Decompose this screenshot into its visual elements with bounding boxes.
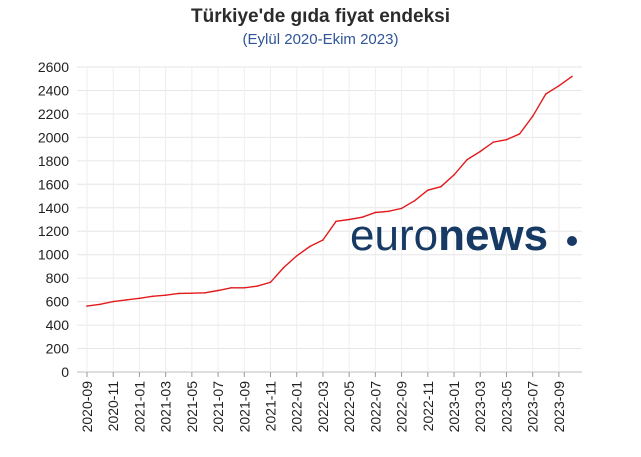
data-point bbox=[413, 199, 416, 202]
chart-title: Türkiye'de gıda fiyat endeksi bbox=[191, 6, 450, 27]
data-point bbox=[453, 174, 455, 176]
data-point bbox=[151, 295, 154, 298]
data-point bbox=[479, 150, 482, 153]
x-tick-label: 2023-03 bbox=[472, 381, 488, 433]
data-point bbox=[177, 292, 180, 295]
data-point bbox=[256, 285, 259, 287]
series-line bbox=[86, 75, 573, 307]
x-tick-label: 2021-07 bbox=[210, 381, 226, 433]
x-tick-label: 2022-11 bbox=[420, 381, 436, 432]
x-tick-label: 2021-03 bbox=[158, 381, 174, 433]
y-tick-label: 1600 bbox=[38, 176, 69, 192]
logo-text: euronews bbox=[350, 211, 548, 260]
x-tick-label: 2020-09 bbox=[79, 381, 95, 433]
data-point bbox=[322, 239, 324, 241]
data-point bbox=[361, 216, 364, 218]
data-point bbox=[518, 133, 521, 135]
data-point bbox=[558, 84, 560, 87]
x-tick-label: 2021-05 bbox=[184, 381, 200, 433]
data-point bbox=[348, 218, 350, 221]
chart-subtitle: (Eylül 2020-Ekim 2023) bbox=[242, 31, 399, 48]
y-tick-label: 1200 bbox=[38, 223, 69, 239]
y-axis-ticks: 0 200 400 600 800 1000 1200 1400 1600 1800 2000 220… bbox=[38, 59, 69, 380]
y-tick-label: 800 bbox=[46, 270, 70, 286]
data-point bbox=[492, 141, 495, 143]
x-tick-label: 2023-01 bbox=[446, 381, 462, 433]
x-axis-ticks: 2020-09 2020-11 2021-01 2021-03 2021-05 2021-… bbox=[79, 372, 567, 432]
y-tick-label: 0 bbox=[61, 364, 69, 380]
data-point bbox=[309, 245, 311, 248]
x-tick-label: 2023-07 bbox=[525, 381, 541, 433]
x-tick-label: 2021-11 bbox=[263, 381, 279, 432]
x-tick-label: 2022-07 bbox=[367, 381, 383, 433]
data-point bbox=[191, 292, 193, 294]
y-tick-label: 400 bbox=[46, 317, 70, 333]
data-point bbox=[427, 189, 429, 191]
x-tick-label: 2021-09 bbox=[236, 381, 252, 433]
data-point bbox=[466, 158, 468, 161]
y-tick-label: 1000 bbox=[38, 247, 69, 263]
data-point bbox=[125, 299, 128, 301]
y-tick-label: 1800 bbox=[38, 153, 69, 169]
x-tick-label: 2020-11 bbox=[105, 381, 121, 432]
data-point bbox=[400, 207, 403, 210]
data-point bbox=[282, 266, 285, 269]
data-point bbox=[112, 300, 115, 303]
data-point bbox=[204, 292, 206, 294]
gridlines bbox=[77, 66, 582, 373]
y-tick-label: 200 bbox=[46, 341, 70, 357]
data-point bbox=[505, 138, 508, 141]
data-point bbox=[387, 210, 390, 213]
logo-dot-icon bbox=[567, 236, 577, 246]
data-point bbox=[571, 75, 573, 78]
data-point bbox=[164, 294, 167, 296]
data-point bbox=[217, 289, 219, 292]
x-tick-label: 2022-05 bbox=[341, 381, 357, 433]
data-point bbox=[531, 115, 534, 118]
data-point bbox=[269, 281, 272, 284]
data-point bbox=[243, 286, 246, 289]
data-point bbox=[295, 255, 298, 257]
data-point bbox=[440, 185, 442, 188]
y-tick-label: 2000 bbox=[38, 129, 69, 145]
y-tick-label: 1400 bbox=[38, 200, 69, 216]
logo-text-bold: news bbox=[438, 211, 548, 260]
x-tick-label: 2023-09 bbox=[551, 381, 567, 433]
x-tick-label: 2023-05 bbox=[498, 381, 514, 433]
logo-text-light: euro bbox=[350, 211, 438, 260]
data-point bbox=[230, 286, 232, 289]
x-tick-label: 2022-03 bbox=[315, 381, 331, 433]
data-point bbox=[86, 305, 88, 307]
data-points bbox=[86, 75, 573, 307]
y-tick-label: 2200 bbox=[38, 106, 69, 122]
x-tick-label: 2021-01 bbox=[131, 381, 147, 433]
data-point bbox=[374, 211, 377, 214]
y-tick-label: 2600 bbox=[38, 59, 69, 75]
y-tick-label: 2400 bbox=[38, 82, 69, 98]
euronews-logo: euronews bbox=[350, 211, 577, 260]
data-point bbox=[335, 220, 337, 223]
data-point bbox=[99, 303, 101, 306]
x-tick-label: 2022-01 bbox=[289, 381, 305, 433]
y-tick-label: 600 bbox=[46, 294, 70, 310]
data-point bbox=[138, 297, 141, 300]
x-tick-label: 2022-09 bbox=[394, 381, 410, 433]
data-point bbox=[544, 93, 547, 95]
